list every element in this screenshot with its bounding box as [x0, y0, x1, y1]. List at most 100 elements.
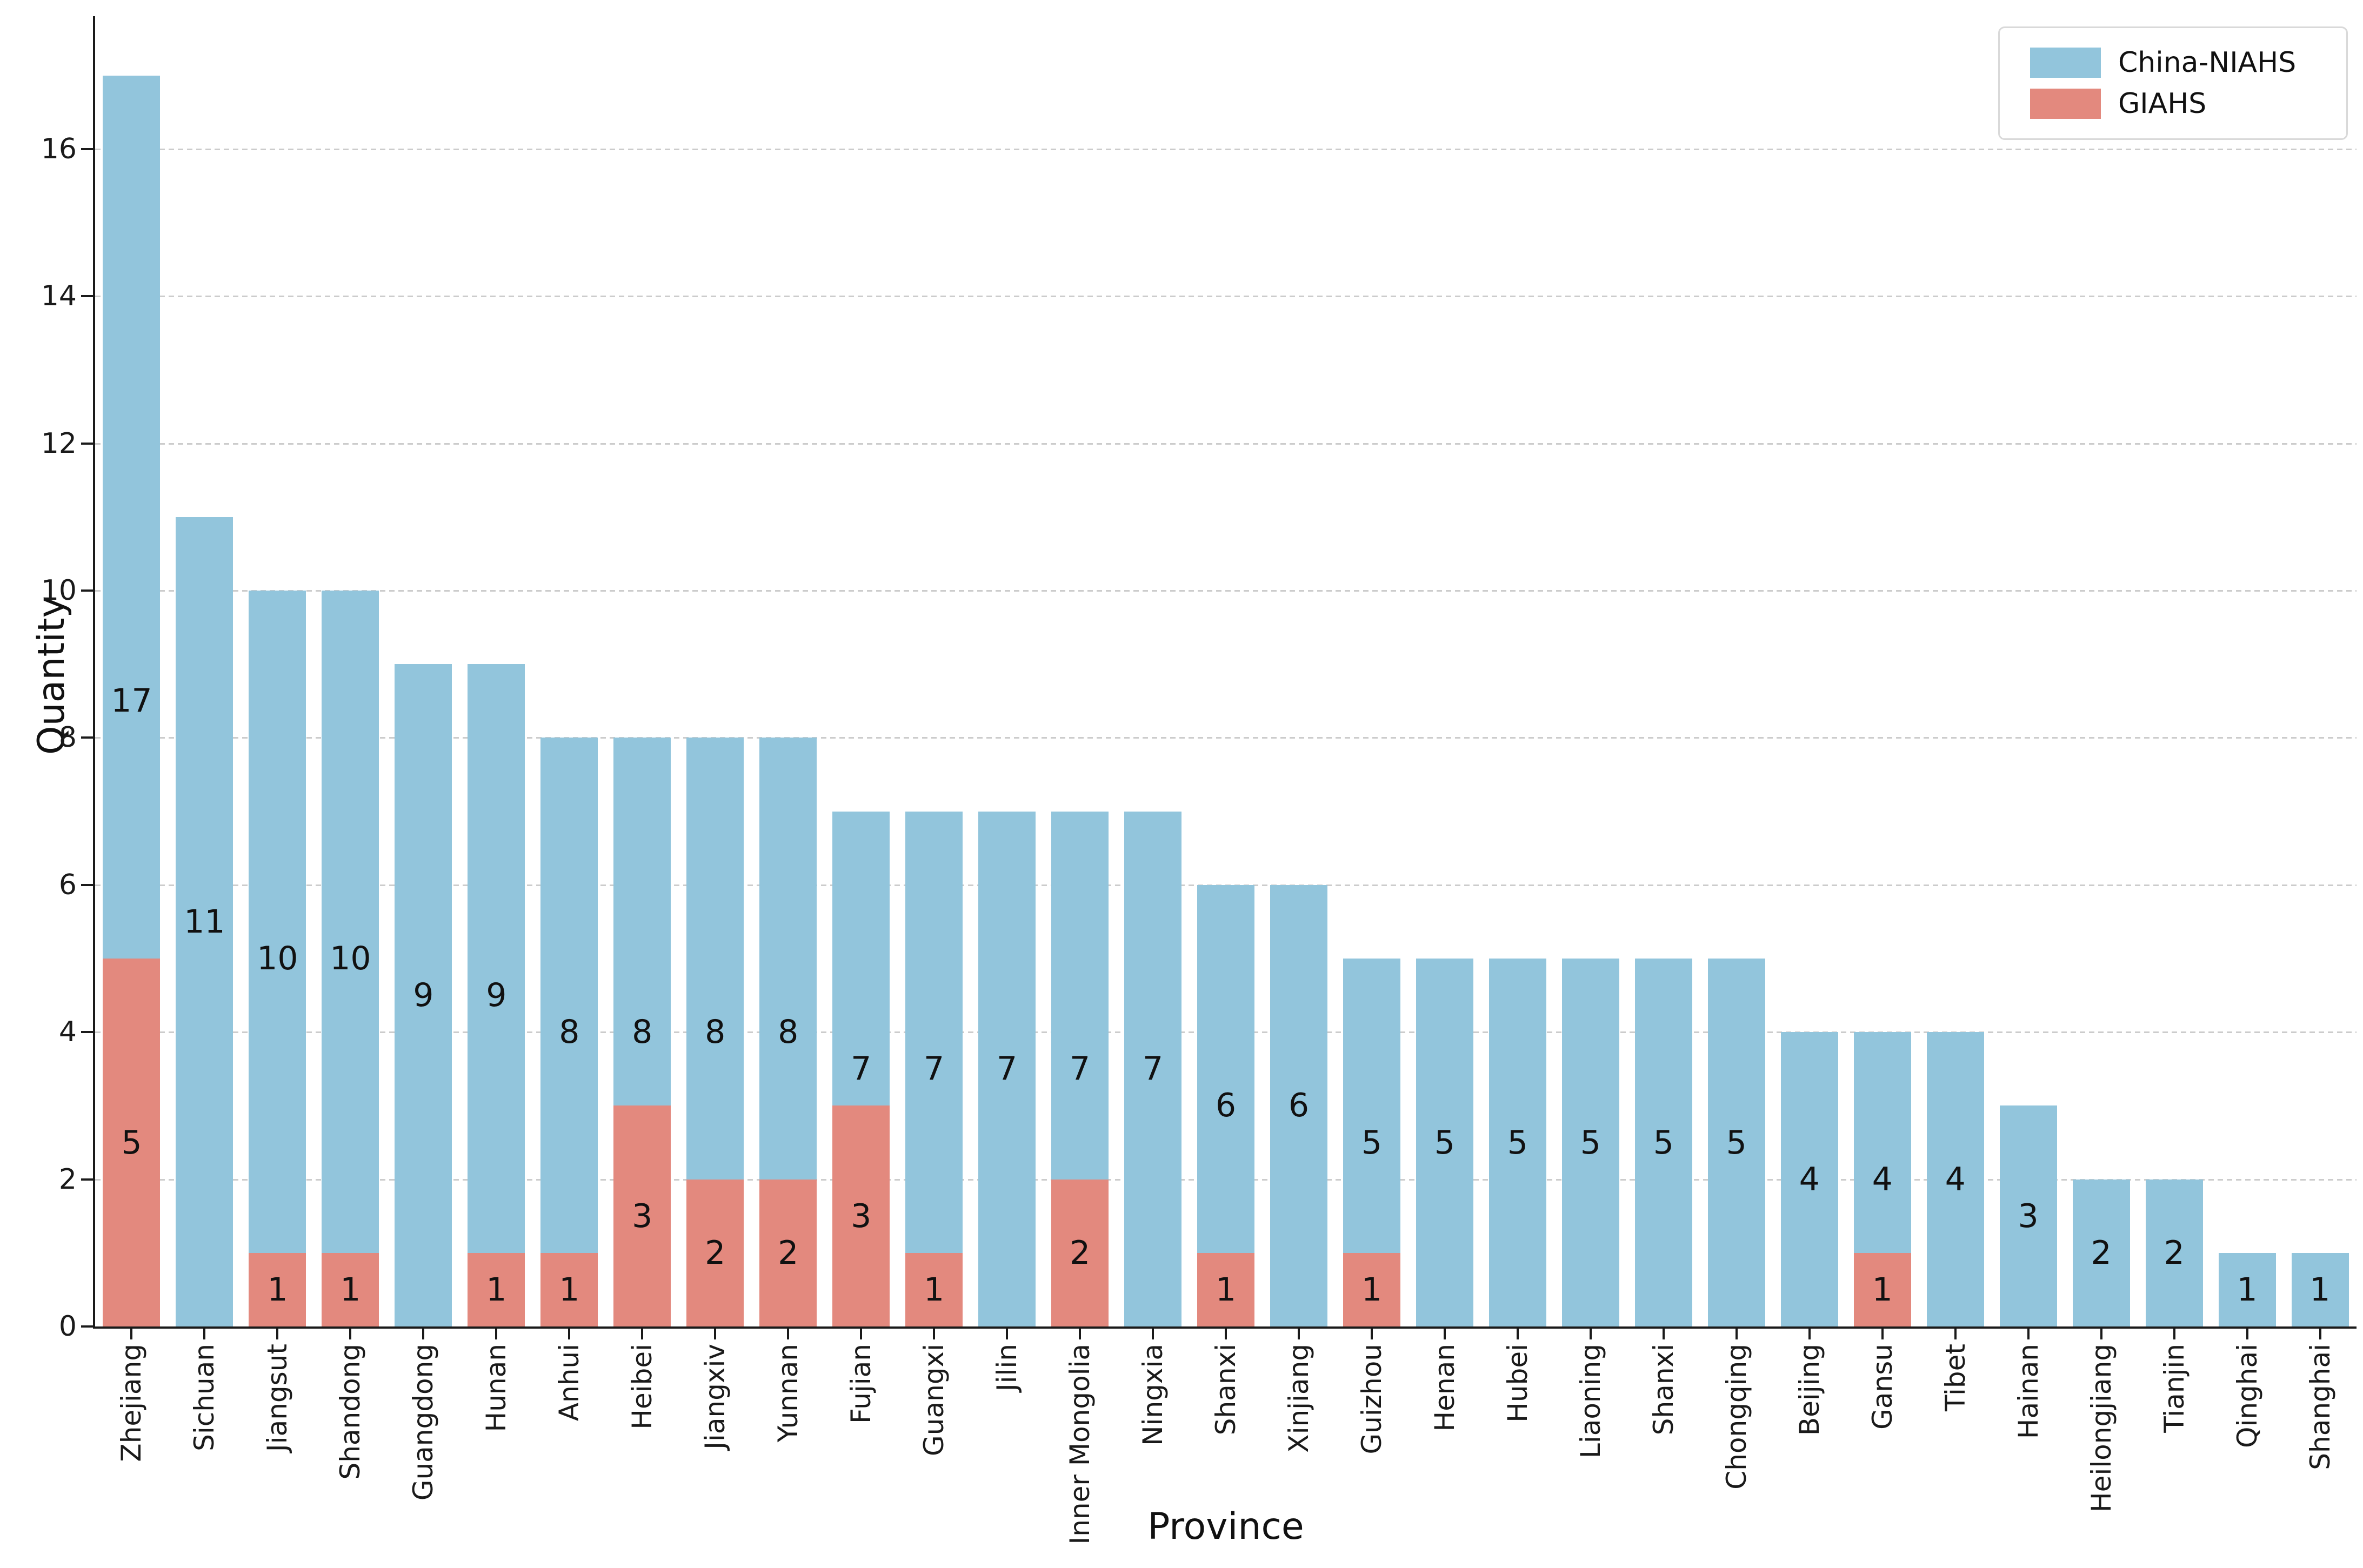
bar-china-niahs: [978, 811, 1036, 1326]
y-tick-mark: [81, 736, 95, 739]
bar-value-label-giahs: 5: [121, 1123, 142, 1162]
x-tick-mark: [2027, 1326, 2030, 1339]
y-tick-mark: [81, 883, 95, 886]
bar-giahs: [1051, 1179, 1109, 1326]
bar-value-label: 5: [1507, 1123, 1528, 1162]
bar-china-niahs: [2072, 1179, 2130, 1326]
bar-value-label: 5: [1726, 1123, 1747, 1162]
bar-china-niahs: [249, 591, 306, 1326]
x-tick-label: Guizhou: [1356, 1344, 1387, 1455]
x-tick-label: Guangdong: [408, 1344, 439, 1501]
bar-value-label: 4: [1872, 1160, 1893, 1198]
x-tick-mark: [422, 1326, 425, 1339]
bar-giahs: [613, 1105, 671, 1326]
bar-giahs: [832, 1105, 890, 1326]
bar-value-label: 7: [1069, 1050, 1091, 1088]
bar-china-niahs: [1780, 1032, 1838, 1326]
y-tick-label: 12: [41, 427, 77, 460]
x-tick-label: Gansu: [1866, 1344, 1898, 1430]
bar-giahs: [322, 1252, 379, 1326]
x-tick-label: Ningxia: [1137, 1344, 1169, 1446]
bar-value-label: 8: [632, 1013, 653, 1051]
bar-giahs: [1343, 1252, 1400, 1326]
gridline: [95, 296, 2357, 298]
legend-entry-giahs: GIAHS: [2030, 88, 2346, 119]
bar-china-niahs: [1416, 959, 1473, 1326]
x-tick-mark: [2100, 1326, 2102, 1339]
x-tick-label: Hubei: [1501, 1344, 1533, 1423]
bar-value-label-giahs: 1: [924, 1270, 945, 1309]
x-tick-label: Fujian: [845, 1344, 877, 1424]
bar-value-label: 6: [1288, 1087, 1310, 1125]
bar-value-label: 9: [413, 976, 434, 1015]
bar-value-label: 8: [705, 1013, 726, 1051]
x-tick-mark: [495, 1326, 498, 1339]
bar-china-niahs: [395, 664, 452, 1326]
y-tick-mark: [81, 589, 95, 592]
bar-value-label-giahs: 3: [851, 1197, 872, 1235]
bar-value-label-giahs: 1: [559, 1270, 580, 1309]
bar-giahs: [1197, 1252, 1254, 1326]
gridline: [95, 590, 2357, 592]
bar-value-label-giahs: 3: [632, 1197, 653, 1235]
y-tick-mark: [81, 1031, 95, 1034]
x-tick-mark: [1006, 1326, 1009, 1339]
x-tick-label: Heibei: [626, 1344, 658, 1430]
x-tick-label: Beijing: [1793, 1344, 1825, 1436]
bar-value-label: 6: [1215, 1087, 1237, 1125]
x-tick-label: Yunnan: [772, 1344, 804, 1443]
x-tick-mark: [1079, 1326, 1082, 1339]
x-tick-mark: [1297, 1326, 1300, 1339]
gridline: [95, 737, 2357, 739]
bar-giahs: [905, 1252, 963, 1326]
x-tick-label: Shanghai: [2304, 1344, 2336, 1470]
bar-china-niahs: [905, 811, 963, 1326]
x-tick-label: Qinghai: [2231, 1344, 2263, 1448]
x-tick-mark: [568, 1326, 571, 1339]
bar-value-label-giahs: 1: [1215, 1270, 1237, 1309]
x-tick-label: Xinjiang: [1283, 1344, 1314, 1453]
x-axis-spine: [93, 1326, 2357, 1329]
y-tick-mark: [81, 295, 95, 298]
x-tick-mark: [1735, 1326, 1738, 1339]
bar-value-label: 7: [924, 1050, 945, 1088]
bar-china-niahs: [176, 517, 233, 1326]
x-tick-mark: [1808, 1326, 1811, 1339]
bar-giahs: [686, 1179, 744, 1326]
bar-china-niahs: [2218, 1252, 2276, 1326]
x-tick-mark: [2246, 1326, 2248, 1339]
bar-china-niahs: [1124, 811, 1182, 1326]
x-tick-mark: [1225, 1326, 1227, 1339]
bar-china-niahs: [1999, 1105, 2057, 1326]
y-tick-label: 2: [58, 1163, 77, 1196]
bar-value-label: 11: [184, 902, 225, 941]
y-tick-label: 8: [58, 721, 77, 754]
bar-value-label-giahs: 2: [705, 1234, 726, 1272]
bar-value-label-giahs: 1: [267, 1270, 288, 1309]
bar-value-label-giahs: 2: [1069, 1234, 1091, 1272]
x-tick-label: Hunan: [480, 1344, 512, 1432]
bar-china-niahs: [2145, 1179, 2203, 1326]
bar-china-niahs: [540, 738, 598, 1326]
y-tick-label: 14: [41, 280, 77, 313]
bar-value-label-giahs: 1: [1361, 1270, 1383, 1309]
bar-value-label-giahs: 1: [1872, 1270, 1893, 1309]
y-tick-label: 10: [41, 574, 77, 607]
x-tick-mark: [276, 1326, 279, 1339]
bar-value-label-giahs: 1: [340, 1270, 361, 1309]
bar-value-label: 8: [559, 1013, 580, 1051]
x-tick-label: Henan: [1429, 1344, 1460, 1432]
bar-value-label: 4: [1799, 1160, 1820, 1198]
x-tick-mark: [860, 1326, 863, 1339]
x-tick-mark: [787, 1326, 790, 1339]
x-tick-mark: [1589, 1326, 1592, 1339]
x-tick-label: Hainan: [2012, 1344, 2044, 1439]
x-tick-mark: [1662, 1326, 1665, 1339]
bar-china-niahs: [1634, 959, 1692, 1326]
bar-giahs: [103, 959, 161, 1326]
y-tick-label: 4: [58, 1016, 77, 1049]
bar-value-label: 2: [2091, 1234, 2112, 1272]
x-tick-label: Shandong: [335, 1344, 366, 1480]
bar-value-label: 7: [851, 1050, 872, 1088]
bar-value-label: 2: [2164, 1234, 2185, 1272]
